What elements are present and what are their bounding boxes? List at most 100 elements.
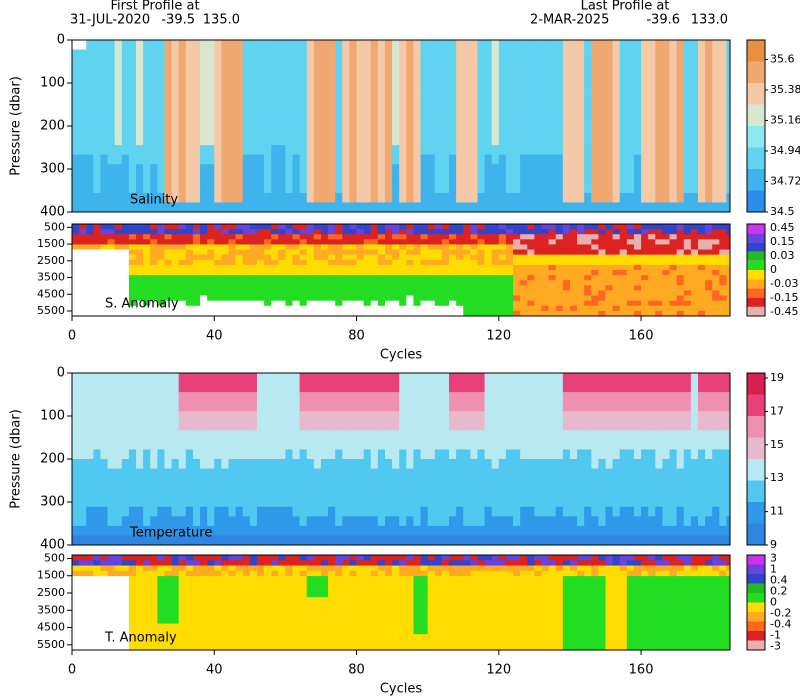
field-cell — [491, 68, 500, 79]
field-cell — [320, 516, 329, 527]
field-cell — [406, 164, 414, 175]
field-cell — [683, 87, 692, 98]
field-cell — [93, 154, 101, 165]
field-cell — [463, 68, 471, 79]
field-cell — [520, 310, 528, 317]
field-cell — [278, 254, 286, 261]
field-cell — [264, 59, 272, 70]
field-cell — [228, 234, 237, 240]
field-cell — [655, 439, 663, 450]
field-cell — [683, 116, 692, 127]
field-cell — [164, 229, 172, 235]
field-cell — [641, 202, 649, 213]
field-cell — [420, 420, 429, 431]
field-cell — [633, 87, 642, 98]
field-cell — [712, 244, 720, 250]
field-cell — [114, 202, 123, 213]
field-cell — [626, 459, 635, 469]
field-cell — [605, 497, 614, 508]
field-cell — [377, 411, 386, 422]
field-cell — [150, 234, 158, 240]
field-cell — [292, 420, 301, 431]
field-cell — [349, 59, 357, 70]
field-cell — [185, 145, 194, 156]
field-cell — [577, 290, 585, 296]
field-cell — [299, 506, 308, 517]
field-cell — [271, 192, 279, 203]
field-cell — [477, 106, 485, 117]
field-cell — [328, 382, 336, 393]
colorbar-band — [747, 224, 765, 234]
field-cell — [527, 392, 535, 403]
field-cell — [363, 259, 372, 266]
field-cell — [107, 202, 116, 213]
field-cell — [655, 97, 663, 108]
field-cell — [548, 430, 557, 441]
field-cell — [79, 535, 87, 546]
field-cell — [705, 192, 713, 203]
field-cell — [705, 270, 713, 276]
field-cell — [79, 411, 87, 422]
field-cell — [441, 202, 450, 213]
field-cell — [178, 183, 187, 194]
field-cell — [505, 478, 514, 489]
field-cell — [150, 382, 158, 393]
field — [72, 224, 731, 317]
field-cell — [342, 234, 350, 240]
field-cell — [86, 290, 94, 296]
field-cell — [697, 202, 706, 213]
field-cell — [484, 264, 493, 271]
field-cell — [427, 202, 436, 213]
field-cell — [697, 173, 706, 184]
field-cell — [192, 259, 201, 266]
field-cell — [441, 229, 450, 235]
field-cell — [114, 234, 123, 240]
field-cell — [278, 275, 286, 281]
field-cell — [683, 249, 692, 256]
field-cell — [505, 164, 514, 175]
field-cell — [712, 239, 720, 245]
field-cell — [207, 275, 215, 281]
field-cell — [271, 164, 279, 175]
field-cell — [598, 497, 606, 508]
field-cell — [633, 420, 642, 431]
field-cell — [121, 97, 130, 108]
field-cell — [705, 295, 713, 302]
colorbar-band — [747, 242, 765, 252]
field-cell — [356, 87, 365, 98]
field-cell — [79, 497, 87, 508]
field-cell — [463, 449, 471, 460]
field-cell — [491, 183, 500, 194]
field-cell — [569, 154, 578, 165]
field-cell — [320, 234, 329, 240]
field-cell — [93, 468, 101, 479]
field-cell — [363, 145, 372, 156]
field-cell — [591, 392, 599, 403]
field-cell — [264, 173, 272, 184]
field-cell — [370, 154, 379, 165]
field-cell — [577, 411, 585, 422]
field-cell — [719, 192, 727, 203]
field-cell — [555, 305, 564, 312]
field-cell — [491, 229, 500, 235]
field-cell — [72, 449, 80, 460]
field-cell — [214, 229, 222, 235]
field-cell — [726, 270, 731, 276]
field-cell — [591, 270, 599, 276]
field-cell — [93, 224, 101, 230]
field-cell — [591, 285, 599, 291]
field-cell — [676, 300, 685, 307]
field-cell — [399, 173, 407, 184]
field-cell — [114, 382, 123, 393]
field-cell — [491, 290, 500, 296]
field-cell — [114, 300, 123, 307]
field-cell — [299, 126, 308, 136]
field-cell — [221, 192, 229, 203]
field-cell — [100, 97, 108, 108]
field-cell — [456, 300, 464, 307]
field-cell — [477, 249, 485, 256]
field-cell — [591, 164, 599, 175]
field-cell — [683, 97, 692, 108]
field-cell — [498, 290, 507, 296]
field-cell — [420, 40, 429, 50]
